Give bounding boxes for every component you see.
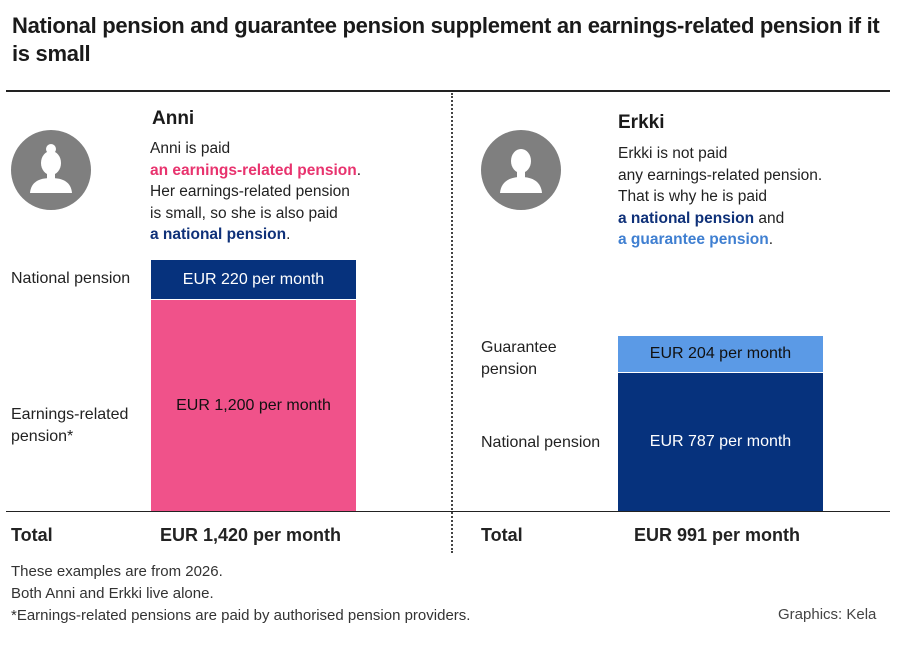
erkki-total-value: EUR 991 per month (634, 525, 801, 545)
graphics-credit: Graphics: Kela (778, 606, 877, 623)
erkki-desc-line: any earnings-related pension. (618, 166, 823, 184)
erkki-desc-line: a national pension and (618, 209, 785, 227)
anni-national-label: National pension (11, 270, 131, 287)
erkki-guarantee-value: EUR 204 per month (649, 344, 792, 362)
erkki-national-bar: EUR 787 per month (618, 372, 823, 511)
anni-earnings-value: EUR 1,200 per month (176, 396, 331, 414)
guarantee-highlight: a guarantee pension (618, 231, 769, 248)
erkki-national-label: National pension (481, 434, 601, 451)
anni-national-value: EUR 220 per month (182, 270, 325, 288)
erkki-desc-line: That is why he is paid (618, 188, 768, 205)
erkki-desc-line: Erkki is not paid (618, 145, 728, 162)
anni-national-bar: EUR 220 per month (151, 260, 356, 299)
anni-desc-line: is small, so she is also paid (150, 204, 338, 222)
earnings-highlight: an earnings-related pension (150, 161, 357, 179)
anni-description: Anni is paid an earnings-related pension… (150, 138, 450, 246)
anni-desc-line: Anni is paid (150, 140, 231, 157)
man-avatar-icon (481, 130, 561, 210)
national-highlight: a national pension (150, 226, 287, 243)
anni-desc-line: Her earnings-related pension (150, 183, 350, 200)
erkki-description: Erkki is not paid any earnings-related p… (618, 143, 888, 251)
top-rule (6, 90, 890, 92)
footnote-providers: *Earnings-related pensions are paid by a… (11, 607, 471, 624)
erkki-guarantee-bar: EUR 204 per month (618, 335, 823, 372)
anni-desc-line: a national pension. (150, 226, 291, 243)
footnote-year: These examples are from 2026. (11, 563, 223, 580)
chart-title: National pension and guarantee pension s… (12, 13, 880, 66)
erkki-total-label: Total (481, 525, 523, 545)
anni-total-value: EUR 1,420 per month (160, 525, 342, 545)
erkki-guarantee-label: Guarantee pension (481, 339, 557, 378)
erkki-name: Erkki (618, 112, 665, 133)
erkki-national-value: EUR 787 per month (649, 432, 792, 450)
national-highlight: a national pension (618, 209, 755, 227)
anni-desc-line: an earnings-related pension. (150, 161, 362, 179)
woman-avatar-icon (11, 130, 91, 210)
anni-earnings-bar: EUR 1,200 per month (151, 300, 356, 511)
footnote-living: Both Anni and Erkki live alone. (11, 585, 214, 602)
anni-name: Anni (152, 108, 195, 129)
anni-total-label: Total (11, 525, 53, 545)
panel-divider (451, 93, 453, 553)
erkki-desc-line: a guarantee pension. (618, 231, 774, 248)
baseline-rule (6, 511, 890, 512)
anni-earnings-label: Earnings-related pension* (11, 406, 129, 445)
